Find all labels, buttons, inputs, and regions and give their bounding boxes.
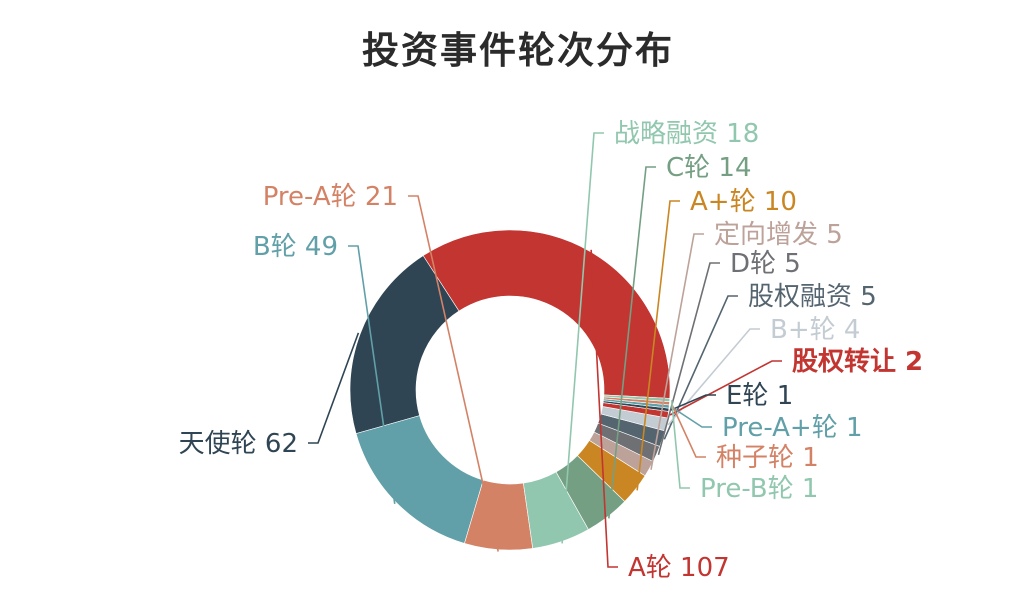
slice-7-label: 定向增发 5 — [714, 220, 843, 250]
slice-1-label: 天使轮 62 — [179, 429, 298, 459]
slices — [349, 229, 671, 551]
slice-15-label: Pre-B轮 1 — [700, 474, 818, 504]
slice-4-leader — [561, 132, 604, 544]
slice-12-label: E轮 1 — [726, 381, 793, 411]
slice-0[interactable] — [422, 229, 671, 399]
slice-11-leader — [669, 360, 782, 416]
slice-15[interactable] — [603, 394, 671, 402]
slice-3-label: Pre-A轮 21 — [263, 182, 398, 212]
slice-15-leader — [670, 400, 690, 489]
slice-3-leader — [408, 195, 499, 552]
slice-3[interactable] — [464, 479, 534, 551]
slice-2-leader — [348, 245, 396, 504]
slice-8-leader — [657, 262, 720, 456]
chart-title: 投资事件轮次分布 — [362, 29, 674, 72]
slice-0-leader — [590, 249, 618, 568]
slice-4-label: 战略融资 18 — [614, 119, 759, 149]
slice-9-leader — [663, 295, 738, 440]
slice-5-leader — [608, 166, 656, 519]
slice-14-leader — [670, 403, 706, 458]
slice-6-leader — [636, 200, 680, 491]
slice-5[interactable] — [555, 455, 626, 530]
slice-6-label: A+轮 10 — [690, 187, 797, 217]
slice-6[interactable] — [576, 439, 646, 502]
slice-2[interactable] — [355, 415, 484, 544]
slice-11-label: 股权转让 2 — [792, 347, 923, 377]
slice-1[interactable] — [349, 255, 460, 434]
slice-2-label: B轮 49 — [253, 232, 338, 262]
slice-9-label: 股权融资 5 — [748, 282, 877, 312]
slice-12-leader — [670, 394, 716, 411]
slice-10-leader — [667, 328, 760, 426]
slice-8[interactable] — [593, 422, 661, 462]
slice-4[interactable] — [523, 471, 589, 549]
slice-1-leader — [308, 332, 360, 444]
slice-13-label: Pre-A+轮 1 — [722, 413, 863, 443]
slice-labels: A轮 107 天使轮 62 B轮 49 Pre-A轮 21 战略融资 18 C轮 14 A+… — [179, 119, 924, 583]
slice-11[interactable] — [602, 402, 669, 419]
slice-7-leader — [650, 233, 704, 470]
slice-5-label: C轮 14 — [666, 153, 752, 183]
slice-14-label: 种子轮 1 — [716, 443, 819, 473]
slice-0-label: A轮 107 — [628, 553, 730, 583]
slice-10-label: B+轮 4 — [770, 315, 860, 345]
leader-lines — [308, 132, 782, 568]
slice-13-leader — [670, 406, 712, 428]
slice-7[interactable] — [588, 431, 654, 477]
slice-8-label: D轮 5 — [730, 249, 801, 279]
